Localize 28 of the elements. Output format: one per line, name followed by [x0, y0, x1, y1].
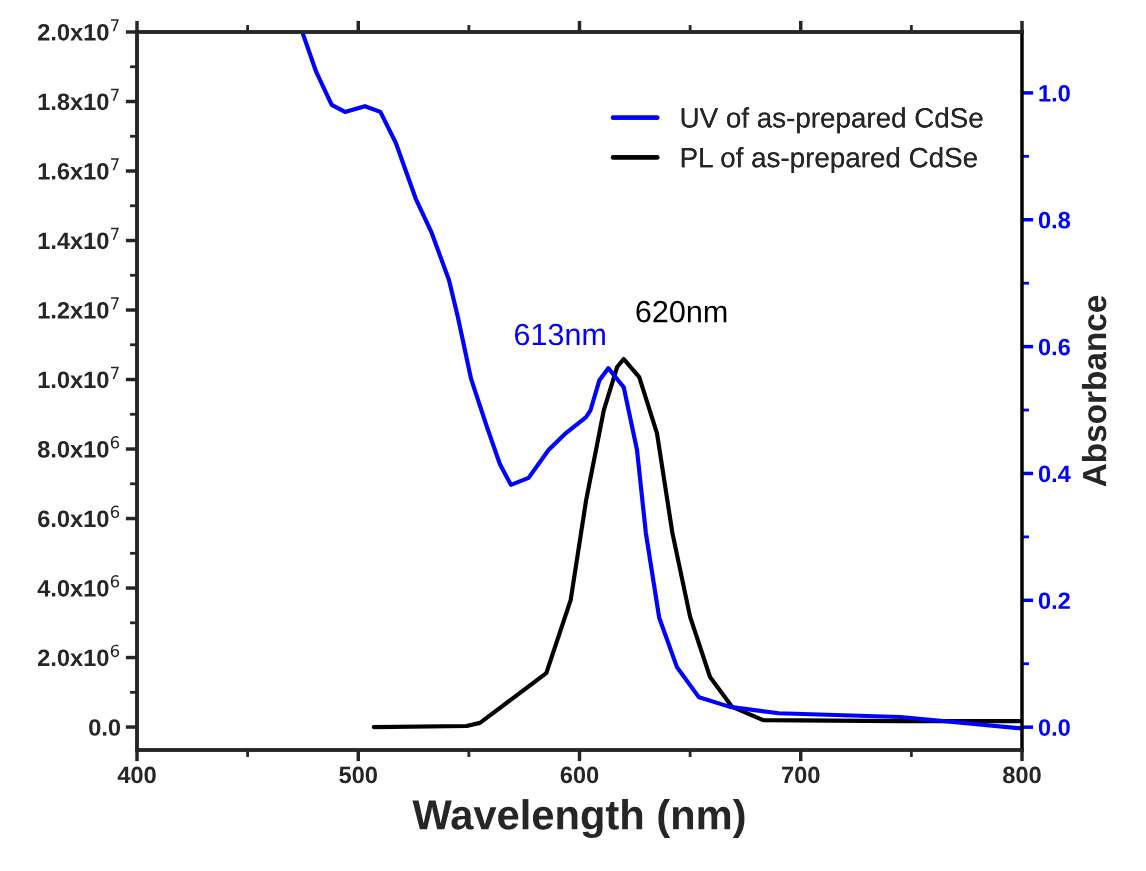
x-tick-label: 600 — [560, 766, 599, 784]
y2-tick-label: 0.0 — [1038, 719, 1070, 736]
y2-tick-label: 1.0 — [1039, 84, 1070, 102]
y-tick-label: 1.2x10$^{7}$ — [38, 297, 119, 319]
y-tick-label: 0.0 — [89, 719, 121, 736]
y-tick-label: 1.4x10$^{7}$ — [38, 227, 119, 250]
x-axis-title: Wavelength (nm) — [412, 799, 745, 839]
x-tick-label: 800 — [1003, 766, 1041, 784]
y2-axis-title: Absorbance — [1081, 295, 1107, 487]
x-tick-label: 400 — [117, 766, 156, 784]
x-tick-label: 700 — [782, 766, 820, 784]
y-tick-label: 1.8x10$^{7}$ — [38, 88, 119, 111]
y-tick-label: 1.0x10$^{7}$ — [38, 366, 119, 389]
y-tick-label: 8.0x10$^{6}$ — [37, 436, 120, 458]
y-tick-label: 2.0x10$^{7}$ — [38, 19, 119, 41]
annotation: 620nm — [636, 300, 727, 323]
y-tick-label: 1.6x10$^{7}$ — [38, 158, 119, 180]
y2-tick-label: 0.8 — [1038, 211, 1071, 229]
legend-label: PL of as-prepared CdSe — [681, 147, 977, 173]
y2-tick-label: 0.2 — [1038, 592, 1070, 610]
y2-tick-label: 0.4 — [1038, 465, 1071, 483]
legend-label: UV of as-prepared CdSe — [681, 107, 983, 134]
y-tick-label: 6.0x10$^{6}$ — [38, 505, 120, 528]
y2-tick-label: 0.6 — [1038, 338, 1070, 356]
x-tick-label: 500 — [339, 766, 377, 784]
y-tick-label: 4.0x10$^{6}$ — [37, 575, 120, 597]
y-tick-label: 2.0x10$^{6}$ — [38, 644, 120, 667]
annotation: 613nm — [515, 323, 605, 346]
